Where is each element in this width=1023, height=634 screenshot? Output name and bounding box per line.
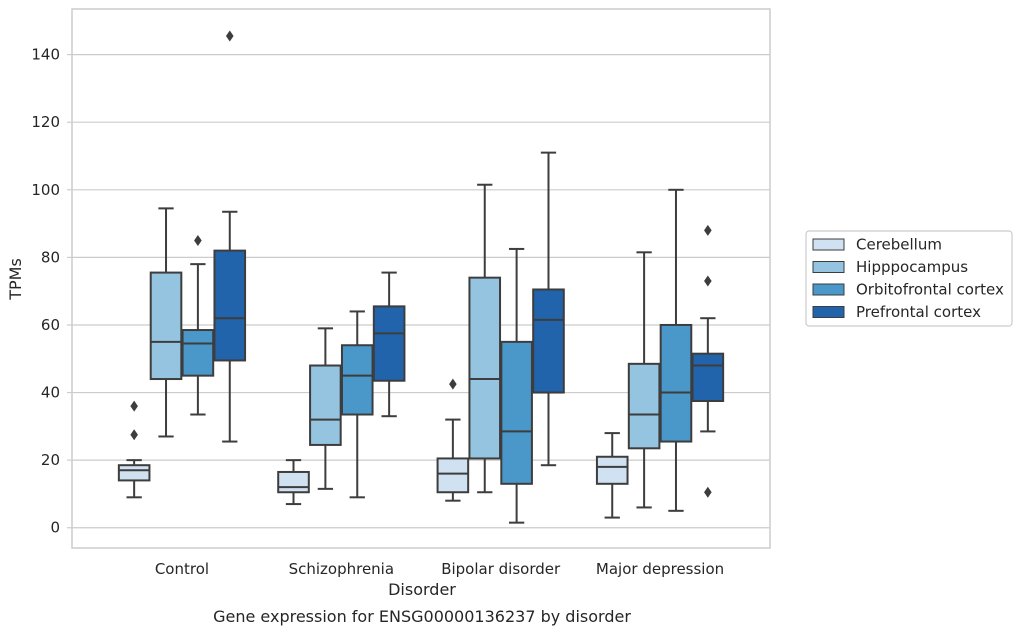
outlier-point [704,224,712,236]
legend-entry-label: Orbitofrontal cortex [856,281,1004,299]
box-iqr [277,470,310,494]
box-group [691,224,725,498]
box-group [436,378,470,502]
box-iqr [181,329,215,377]
box-iqr [340,344,374,416]
outlier-point [130,429,138,441]
box-group [149,207,183,438]
x-tick-label: Control [155,560,209,578]
plot-frame [71,8,771,549]
box-group [532,151,565,467]
outlier-point [704,486,712,498]
grid-lines [72,54,770,529]
y-tick-label: 40 [41,384,60,402]
box-iqr [149,271,183,381]
box-group [468,183,502,494]
y-axis-label: TPMs [6,258,25,301]
box-group [595,432,629,519]
box-iqr [372,305,406,382]
y-tick-label: 60 [41,316,60,334]
legend: Cerebellum Hipppocampus Orbitofrontal cort… [805,230,1013,327]
outlier-point [194,234,202,246]
box-group [627,251,661,509]
box-group [340,310,374,499]
figure-caption: Gene expression for ENSG00000136237 by d… [213,607,631,626]
x-axis-label: Disorder [388,580,456,599]
box-iqr [659,323,693,443]
x-tick-label: Major depression [596,560,724,578]
plot-background [72,9,770,548]
box-group [181,234,215,416]
y-tick-label: 120 [31,113,60,131]
box-iqr [309,364,342,446]
box-group [659,188,693,512]
legend-swatch [812,306,845,318]
y-tick-label: 20 [41,451,60,469]
legend-swatch [812,238,845,251]
x-tick-label: Schizophrenia [289,560,394,578]
legend-frame [805,230,1013,327]
outlier-point [449,378,457,390]
outlier-point [704,275,712,287]
y-tick-label: 0 [50,519,60,537]
box-group [309,327,342,490]
box-iqr [532,288,565,394]
legend-entry-label: Cerebellum [856,236,942,254]
outlier-point [130,400,138,412]
y-tick-label: 100 [31,181,60,199]
box-group [213,30,247,443]
box-group [500,247,533,524]
outlier-point [225,30,234,42]
box-iqr [500,340,533,485]
legend-entry-label: Prefrontal cortex [856,303,981,321]
box-group [117,400,151,499]
box-iqr [436,457,470,494]
y-tick-label: 140 [31,46,60,64]
box-iqr [691,352,725,403]
x-tick-label: Bipolar disorder [441,560,561,578]
box-iqr [627,362,661,450]
legend-swatch [812,261,845,273]
box-iqr [117,464,151,482]
box-iqr [468,276,502,460]
box-iqr [595,455,629,485]
box-group [277,459,310,506]
box-series [117,30,725,524]
box-iqr [213,249,247,362]
axes: 0 20 40 60 80 100 120 140 Control Schizophrenia Bi… [31,46,724,578]
legend-swatch [812,283,845,296]
legend-entry-label: Hipppocampus [856,258,968,276]
y-tick-label: 80 [41,248,60,266]
box-group [372,271,406,418]
